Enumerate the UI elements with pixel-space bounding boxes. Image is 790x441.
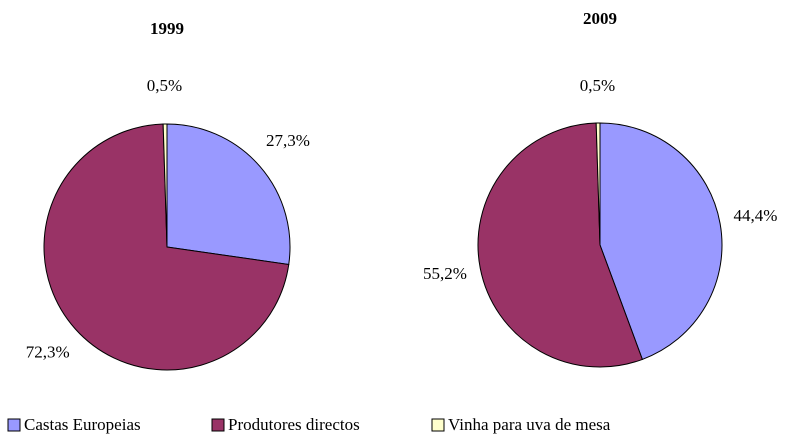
data-label: 0,5% bbox=[580, 76, 615, 95]
data-label: 0,5% bbox=[147, 76, 182, 95]
pie-slice bbox=[166, 123, 291, 266]
pie-slice bbox=[43, 123, 290, 371]
chart-title: 2009 bbox=[583, 9, 617, 28]
pie-slice bbox=[599, 122, 723, 361]
pie-slice bbox=[595, 122, 601, 246]
legend-swatch bbox=[431, 418, 445, 432]
legend-swatch bbox=[211, 418, 225, 432]
data-label: 72,3% bbox=[26, 343, 70, 362]
legend-swatch bbox=[7, 418, 21, 432]
legend-label: Vinha para uva de mesa bbox=[448, 415, 611, 434]
data-label: 27,3% bbox=[266, 131, 310, 150]
legend-label: Produtores directos bbox=[228, 415, 360, 434]
data-label: 55,2% bbox=[423, 264, 467, 283]
legend-label: Castas Europeias bbox=[24, 415, 141, 434]
pie-slice bbox=[162, 123, 168, 248]
pie-slice bbox=[477, 122, 644, 368]
chart-title: 1999 bbox=[150, 19, 184, 38]
data-label: 44,4% bbox=[734, 206, 778, 225]
